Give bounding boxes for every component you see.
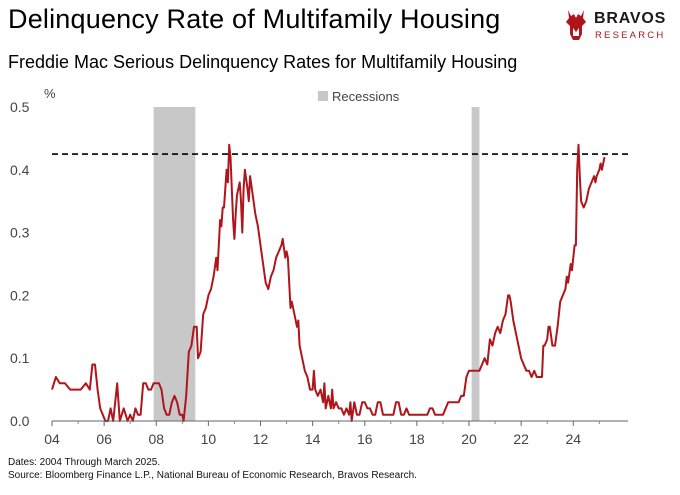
- x-tick-label: 04: [44, 431, 60, 447]
- logo-tagline: RESEARCH: [595, 30, 666, 41]
- series-line: [51, 143, 606, 422]
- brand-logo: BRAVOS RESEARCH: [562, 6, 674, 46]
- legend-swatch: [318, 91, 328, 101]
- x-tick-label: 12: [253, 431, 269, 447]
- x-tick-label: 16: [357, 431, 373, 447]
- y-tick-label: 0.5: [10, 99, 30, 115]
- x-tick-label: 06: [96, 431, 112, 447]
- source-note: Source: Bloomberg Finance L.P., National…: [8, 470, 417, 481]
- recession-band: [471, 107, 480, 421]
- x-tick-label: 18: [409, 431, 425, 447]
- dates-note: Dates: 2004 Through March 2025.: [8, 457, 161, 468]
- x-tick-label: 10: [201, 431, 217, 447]
- logo-name: BRAVOS: [594, 10, 667, 27]
- page-subtitle: Freddie Mac Serious Delinquency Rates fo…: [8, 52, 518, 72]
- x-tick-label: 24: [565, 431, 581, 447]
- y-tick-label: 0.1: [10, 350, 30, 366]
- x-tick-label: 14: [305, 431, 321, 447]
- x-tick-label: 22: [513, 431, 529, 447]
- x-tick-label: 20: [461, 431, 477, 447]
- x-tick-label: 08: [148, 431, 164, 447]
- y-tick-label: 0.2: [10, 287, 30, 303]
- legend-label: Recessions: [332, 89, 400, 104]
- page-title: Delinquency Rate of Multifamily Housing: [8, 4, 501, 34]
- y-axis-label: %: [44, 86, 56, 101]
- y-tick-label: 0.4: [10, 162, 30, 178]
- y-tick-label: 0.0: [10, 413, 30, 429]
- bull-icon: [566, 10, 586, 40]
- y-tick-label: 0.3: [10, 225, 30, 241]
